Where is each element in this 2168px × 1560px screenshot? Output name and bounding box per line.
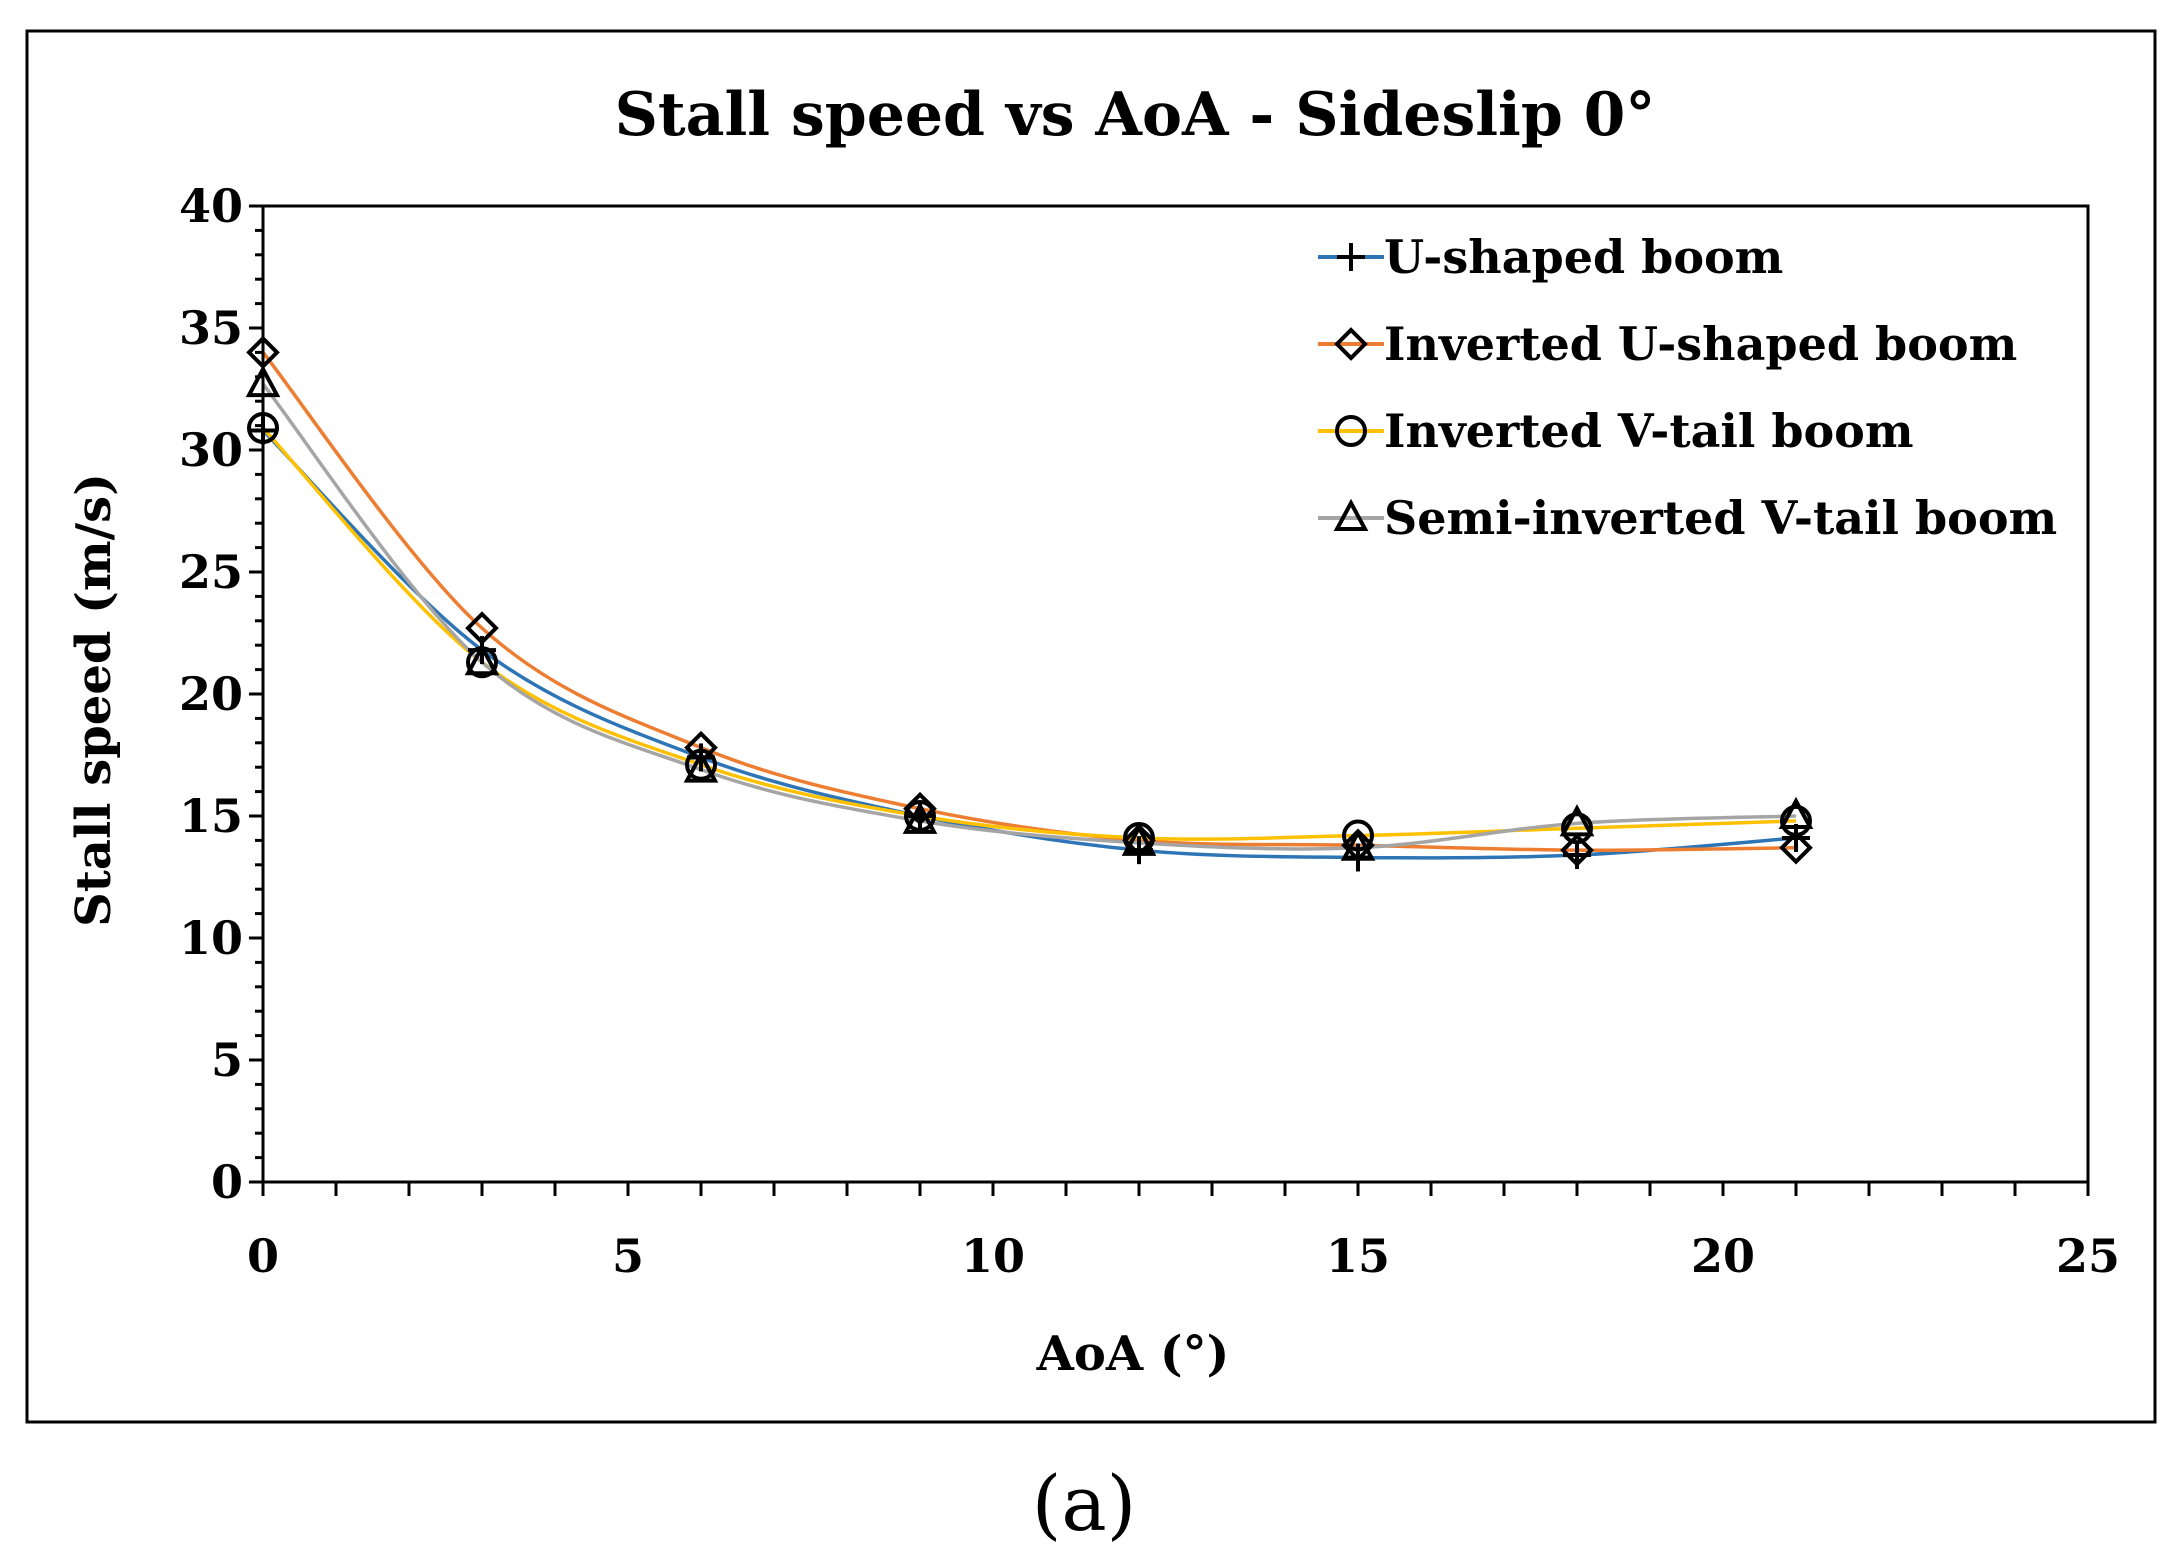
y-tick-label: 20 <box>179 667 243 721</box>
legend-entry-2: Inverted U-shaped boom <box>1318 317 2017 371</box>
data-point-s4-5 <box>1340 828 1376 861</box>
legend: U-shaped boom Inverted U-shaped boom Inver… <box>1318 230 2057 545</box>
data-point-s4-2 <box>683 750 719 783</box>
data-point-s3-6 <box>1561 812 1593 845</box>
data-point-s2-1 <box>465 611 499 645</box>
chart-title: Stall speed vs AoA - Sideslip 0° <box>615 80 1656 150</box>
x-axis-label: AoA (°) <box>1036 1326 1230 1382</box>
legend-marker <box>1337 243 1365 271</box>
data-point-s2-7 <box>1779 830 1813 865</box>
data-point-s2-6 <box>1560 833 1594 867</box>
data-point-s4-7 <box>1778 796 1814 829</box>
axes-layer: 0 5 10 15 20 25 30 35 40 0 5 10 15 20 25 <box>179 179 2120 1283</box>
y-tick-label: 15 <box>179 789 243 843</box>
series-layer <box>245 335 1814 872</box>
y-tick-label: 40 <box>179 179 243 233</box>
y-tick-label: 10 <box>179 911 243 965</box>
legend-label: Inverted V-tail boom <box>1384 404 1914 458</box>
y-tick-label: 25 <box>179 545 243 599</box>
legend-label: Inverted U-shaped boom <box>1384 317 2017 371</box>
data-point-s2-2 <box>684 730 718 765</box>
legend-entry-4: Semi-inverted V-tail boom <box>1318 491 2057 545</box>
legend-marker <box>1334 327 1368 361</box>
data-point-s4-3 <box>902 801 938 834</box>
data-point-s3-5 <box>1342 819 1374 852</box>
x-tick-label: 10 <box>961 1229 1025 1283</box>
x-tick-label: 25 <box>2056 1229 2120 1283</box>
x-tick-label: 15 <box>1326 1229 1390 1283</box>
chart-frame <box>25 29 2157 1424</box>
legend-marker <box>1335 415 1367 447</box>
data-point-s3-7 <box>1780 804 1812 837</box>
figure-caption: (a) <box>1032 1459 1137 1548</box>
y-axis-label: Stall speed (m/s) <box>66 473 122 927</box>
legend-label: U-shaped boom <box>1384 230 1783 284</box>
legend-entry-1: U-shaped boom <box>1318 230 1783 284</box>
legend-entry-3: Inverted V-tail boom <box>1318 404 1914 458</box>
legend-marker <box>1333 498 1369 531</box>
y-tick-label: 5 <box>211 1033 243 1087</box>
y-tick-label: 30 <box>179 423 243 477</box>
legend-label: Semi-inverted V-tail boom <box>1384 491 2057 545</box>
x-tick-label: 0 <box>247 1229 279 1283</box>
y-tick-label: 0 <box>211 1155 243 1209</box>
data-point-s4-6 <box>1559 804 1595 837</box>
x-tick-label: 5 <box>612 1229 644 1283</box>
data-point-s4-4 <box>1121 823 1157 856</box>
y-tick-label: 35 <box>179 301 243 355</box>
x-tick-label: 20 <box>1691 1229 1755 1283</box>
series-line-2 <box>261 351 1797 852</box>
data-point-s4-1 <box>464 643 500 676</box>
